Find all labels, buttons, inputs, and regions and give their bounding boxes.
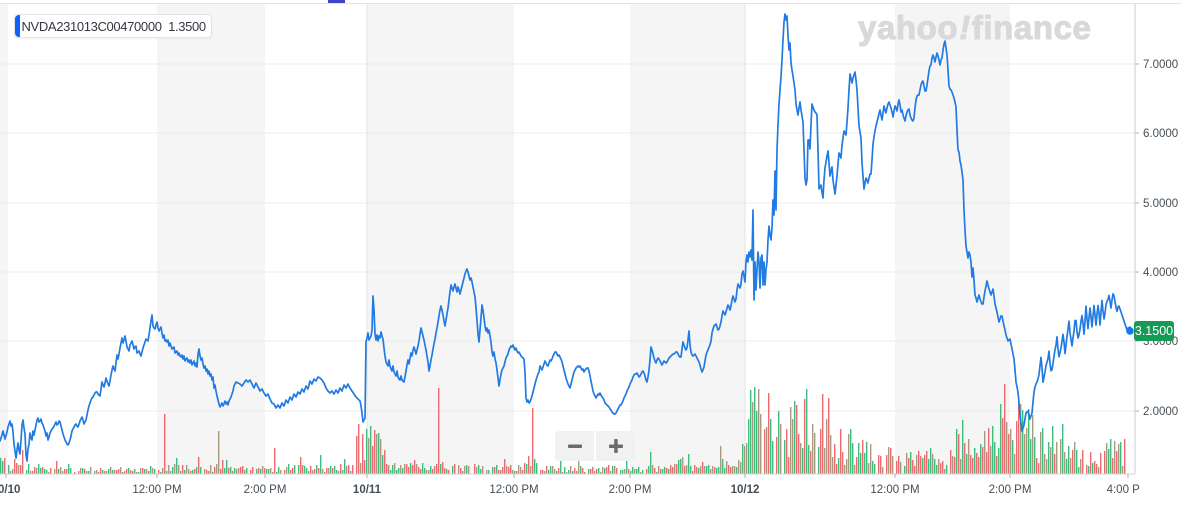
svg-text:2:00 PM: 2:00 PM xyxy=(989,484,1032,496)
svg-text:6.0000: 6.0000 xyxy=(1143,128,1178,140)
svg-text:5.0000: 5.0000 xyxy=(1143,198,1178,210)
svg-text:12:00 PM: 12:00 PM xyxy=(870,484,919,496)
svg-text:4:00 PM: 4:00 PM xyxy=(1107,484,1150,496)
svg-text:12:00 PM: 12:00 PM xyxy=(132,484,181,496)
svg-text:7.0000: 7.0000 xyxy=(1143,59,1178,71)
svg-text:10/10: 10/10 xyxy=(0,484,20,496)
svg-text:10/12: 10/12 xyxy=(731,484,760,496)
svg-text:2:00 PM: 2:00 PM xyxy=(244,484,287,496)
svg-text:2.0000: 2.0000 xyxy=(1143,406,1178,418)
svg-text:10/11: 10/11 xyxy=(353,484,382,496)
svg-text:4.0000: 4.0000 xyxy=(1143,267,1178,279)
svg-text:2:00 PM: 2:00 PM xyxy=(609,484,652,496)
svg-text:12:00 PM: 12:00 PM xyxy=(489,484,538,496)
